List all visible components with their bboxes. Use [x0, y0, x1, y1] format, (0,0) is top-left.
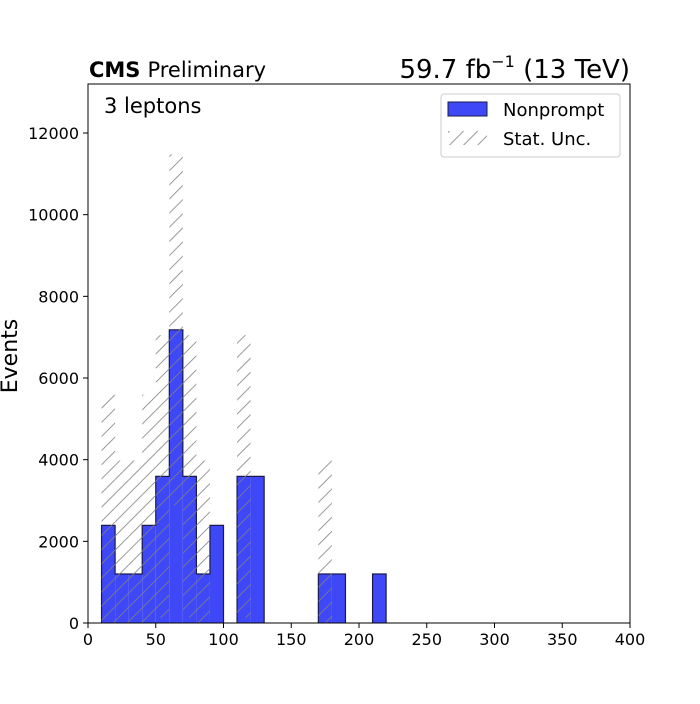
y-tick-label: 8000 [38, 287, 79, 306]
x-tick-label: 200 [344, 630, 375, 649]
x-tick-label: 300 [479, 630, 510, 649]
y-tick-label: 2000 [38, 532, 79, 551]
lumi-exponent: −1 [491, 52, 515, 71]
legend-label-stat-unc: Stat. Unc. [503, 129, 591, 150]
axes: 0 50 100 150 200 250 300 350 4000200040006000800… [28, 83, 646, 649]
stat-unc-band [237, 335, 251, 618]
legend: Nonprompt Stat. Unc. [440, 93, 621, 158]
y-axis-label: Events [0, 319, 23, 394]
plot-area [100, 154, 387, 623]
x-tick-label: 50 [146, 630, 166, 649]
y-tick-label: 10000 [28, 206, 79, 225]
y-tick-label: 6000 [38, 369, 79, 388]
stat-unc-band [169, 154, 183, 506]
x-tick-label: 350 [547, 630, 578, 649]
stat-unc-band [318, 460, 332, 623]
x-tick-label: 400 [615, 630, 646, 649]
stat-unc-band [155, 335, 170, 618]
x-tick-label: 0 [83, 630, 93, 649]
histogram-outline [371, 573, 387, 623]
histogram-bar [250, 476, 265, 623]
stat-unc-band [115, 460, 129, 623]
x-tick-label: 250 [411, 630, 442, 649]
histogram-bar [331, 574, 346, 623]
y-tick-label: 12000 [28, 124, 79, 143]
legend-label-nonprompt: Nonprompt [503, 100, 604, 121]
histogram-bar [209, 525, 224, 623]
stat-unc-band [182, 335, 197, 618]
stat-unc-band [128, 460, 143, 623]
experiment-label: CMS [89, 58, 140, 82]
y-tick-label: 0 [69, 614, 79, 633]
energy-label: (13 TeV) [515, 55, 630, 85]
region-annotation: 3 leptons [104, 94, 201, 118]
histogram-bar [372, 574, 387, 623]
status-label: Preliminary [147, 58, 266, 82]
y-tick-label: 4000 [38, 451, 79, 470]
stat-unc-band [142, 394, 156, 623]
stat-unc-band [196, 460, 210, 623]
x-tick-label: 100 [208, 630, 239, 649]
lumi-value: 59.7 fb [399, 55, 491, 85]
x-tick-label: 150 [276, 630, 307, 649]
stat-unc-band [101, 394, 116, 623]
lumi-label: 59.7 fb−1 (13 TeV) [399, 52, 630, 85]
chart-header-left: CMS Preliminary [89, 58, 266, 82]
legend-swatch-stat-unc [448, 131, 487, 145]
legend-swatch-nonprompt [447, 101, 488, 117]
